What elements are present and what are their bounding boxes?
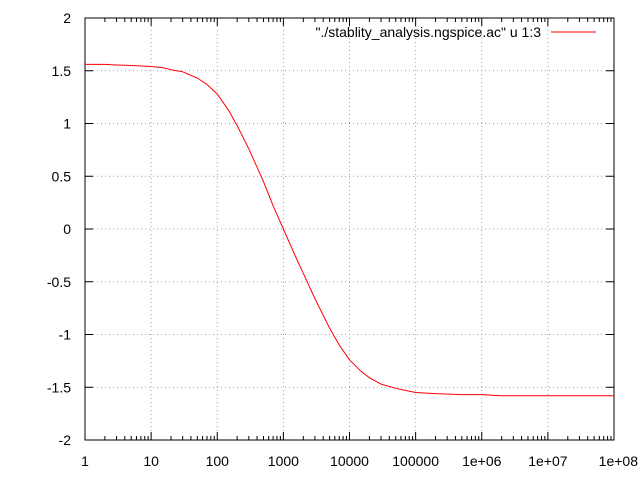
x-tick-label: 1000: [268, 453, 299, 469]
x-tick-label: 100000: [392, 453, 439, 469]
x-axis-tick-labels: 1 10 100 1000 10000 100000 1e+06 1e+07 1e+08: [81, 453, 638, 469]
y-tick-label: 2: [63, 10, 71, 26]
x-tick-label: 10000: [330, 453, 369, 469]
legend-label: "./stablity_analysis.ngspice.ac" u 1:3: [315, 24, 541, 40]
x-tick-label: 10: [143, 453, 159, 469]
y-axis-tick-labels: 2 1.5 1 0.5 0 -0.5 -1 -1.5 -2: [47, 10, 71, 448]
y-tick-label: 1.5: [52, 63, 72, 79]
y-tick-label: 0.5: [52, 168, 72, 184]
axis-ticks: [84, 17, 615, 441]
series-layer: [85, 63, 614, 397]
y-tick-label: -2: [59, 432, 72, 448]
y-tick-label: 0: [63, 221, 71, 237]
x-tick-label: 1: [81, 453, 89, 469]
series-line: [85, 63, 614, 397]
x-tick-label: 1e+08: [599, 453, 639, 469]
y-tick-label: -1: [59, 327, 72, 343]
x-tick-label: 1e+06: [462, 453, 502, 469]
x-tick-label: 100: [206, 453, 230, 469]
x-tick-label: 1e+07: [528, 453, 568, 469]
grid: [85, 18, 614, 440]
y-tick-label: 1: [63, 116, 71, 132]
y-tick-label: -1.5: [47, 379, 71, 395]
y-tick-label: -0.5: [47, 274, 71, 290]
legend: "./stablity_analysis.ngspice.ac" u 1:3: [315, 24, 596, 40]
